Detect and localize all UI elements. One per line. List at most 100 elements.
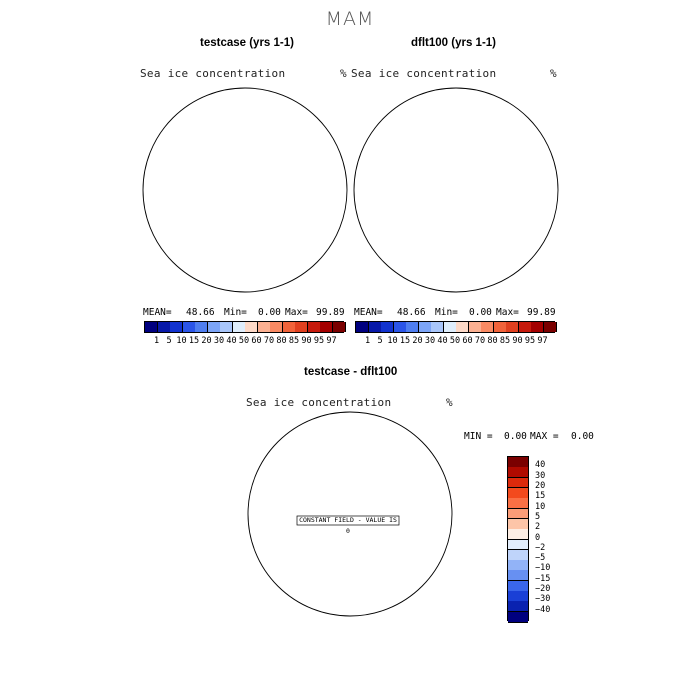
left-colorbar-swatch <box>332 322 346 332</box>
right-colorbar-tick-label: 40 <box>437 336 448 346</box>
left-colorbar-tick-label: 80 <box>276 336 287 346</box>
diff-colorbar-tick-label: 10 <box>535 501 546 512</box>
left-colorbar-swatch <box>195 322 208 332</box>
right-colorbar-tick-label: 85 <box>499 336 511 346</box>
right-stat-max: 99.89 <box>527 307 556 318</box>
left-colorbar-tick-label: 40 <box>226 336 237 346</box>
left-stat-mean: 48.66 <box>186 307 215 318</box>
diff-colorbar-tick-label: 5 <box>535 511 541 522</box>
diff-colorbar-tick-label: −20 <box>535 584 551 595</box>
left-colorbar-tick-label: 20 <box>201 336 212 346</box>
diff-colorbar-swatch <box>508 601 528 613</box>
diff-colorbar-tick-label: −5 <box>535 553 546 564</box>
left-stat-min-label: Min= <box>224 307 247 318</box>
left-colorbar-tick-label: 5 <box>166 336 172 346</box>
right-colorbar-swatch <box>368 322 382 332</box>
right-stat-min: 0.00 <box>469 307 492 318</box>
right-colorbar-swatch <box>443 322 457 332</box>
left-colorbar-tick-label: 15 <box>188 336 200 346</box>
diff-colorbar-tick-label: −15 <box>535 573 551 584</box>
left-colorbar-swatch <box>220 322 233 332</box>
right-colorbar-swatch <box>506 322 519 332</box>
left-colorbar-swatch <box>232 322 246 332</box>
diff-colorbar-tick-label: 0 <box>535 532 541 543</box>
left-colorbar-swatch <box>170 322 183 332</box>
right-colorbar-swatch <box>418 322 432 332</box>
diff-colorbar-tick-label: 40 <box>535 460 546 471</box>
right-colorbar-tick-label: 10 <box>387 336 398 346</box>
left-colorbar-labels: 1 5 10 15 20 30 40 50 60 70 80 85 90 95 97 <box>144 336 344 348</box>
right-colorbar-tick-label: 15 <box>399 336 411 346</box>
left-colorbar-swatch <box>320 322 333 332</box>
left-colorbar-swatch <box>257 322 271 332</box>
diff-colorbar-tick-label: 2 <box>535 522 541 533</box>
left-map <box>142 87 348 293</box>
right-colorbar-tick-label: 95 <box>524 336 536 346</box>
left-colorbar-swatch <box>182 322 196 332</box>
diff-stat-max-label: MAX = <box>530 431 559 442</box>
diff-colorbar-tick-label: −10 <box>535 563 551 574</box>
right-stat-mean-label: MEAN= <box>354 307 383 318</box>
right-colorbar-swatch <box>381 322 394 332</box>
diff-colorbar <box>507 456 529 623</box>
diff-panel-subtitle: Sea ice concentration <box>246 396 392 409</box>
left-colorbar-swatch <box>157 322 171 332</box>
left-colorbar-swatch <box>207 322 221 332</box>
diff-colorbar-swatch <box>508 529 528 540</box>
diff-colorbar-swatch <box>508 518 528 530</box>
diff-colorbar-swatch <box>508 549 528 561</box>
left-panel-unit: % <box>340 67 347 80</box>
right-colorbar-swatch <box>481 322 494 332</box>
right-colorbar-tick-label: 20 <box>412 336 423 346</box>
diff-colorbar-swatch <box>508 457 528 468</box>
diff-colorbar-labels: 40 30 20 15 10 5 2 0 −2 −5 −10 −15 −20 −30 −40 <box>535 456 575 621</box>
right-colorbar-tick-label: 90 <box>512 336 523 346</box>
right-stat-min-label: Min= <box>435 307 458 318</box>
diff-colorbar-tick-label: 20 <box>535 480 546 491</box>
right-map <box>353 87 559 293</box>
left-panel-subtitle: Sea ice concentration <box>140 67 286 80</box>
right-colorbar-tick-label: 70 <box>474 336 486 346</box>
diff-panel-unit: % <box>446 396 453 409</box>
diff-colorbar-tick-label: −30 <box>535 594 551 605</box>
right-colorbar-swatch <box>431 322 444 332</box>
right-colorbar-swatch <box>456 322 469 332</box>
diff-colorbar-swatch <box>508 477 528 489</box>
right-colorbar-swatch <box>468 322 482 332</box>
left-stat-mean-label: MEAN= <box>143 307 172 318</box>
diff-colorbar-swatch <box>508 580 528 592</box>
left-panel-title: testcase (yrs 1-1) <box>200 37 294 49</box>
left-colorbar-swatch <box>295 322 308 332</box>
right-colorbar-swatch <box>493 322 507 332</box>
diff-stat-min: 0.00 <box>504 431 527 442</box>
right-colorbar <box>355 321 557 333</box>
left-colorbar-swatch <box>282 322 296 332</box>
left-colorbar-tick-label: 1 <box>153 336 160 346</box>
diff-colorbar-swatch <box>508 570 528 582</box>
diff-panel-title: testcase - dflt100 <box>304 366 398 378</box>
right-stat-max-label: Max= <box>496 307 519 318</box>
left-stat-min: 0.00 <box>258 307 281 318</box>
diff-colorbar-swatch <box>508 467 528 479</box>
diff-colorbar-swatch <box>508 539 528 551</box>
left-stat-max-label: Max= <box>285 307 308 318</box>
diff-colorbar-tick-label: −2 <box>535 542 546 553</box>
constant-field-annotation: CONSTANT FIELD - VALUE IS 0 <box>299 516 397 535</box>
left-colorbar-tick-label: 60 <box>251 336 262 346</box>
right-colorbar-tick-label: 60 <box>462 336 473 346</box>
diff-colorbar-tick-label: 30 <box>535 470 546 481</box>
diff-colorbar-swatch <box>508 508 528 520</box>
right-colorbar-swatch <box>543 322 557 332</box>
left-colorbar-tick-label: 70 <box>263 336 275 346</box>
left-colorbar-tick-label: 85 <box>288 336 300 346</box>
diff-colorbar-swatch <box>508 487 528 499</box>
left-colorbar-tick-label: 97 <box>326 336 337 346</box>
right-panel-unit: % <box>550 67 557 80</box>
right-stat-mean: 48.66 <box>397 307 426 318</box>
right-colorbar-labels: 1 5 10 15 20 30 40 50 60 70 80 85 90 95 97 <box>355 336 555 348</box>
diff-map <box>247 411 453 617</box>
left-colorbar-swatch <box>145 322 158 332</box>
left-colorbar-swatch <box>307 322 321 332</box>
left-stat-max: 99.89 <box>316 307 345 318</box>
right-panel-title: dflt100 (yrs 1-1) <box>411 37 497 49</box>
